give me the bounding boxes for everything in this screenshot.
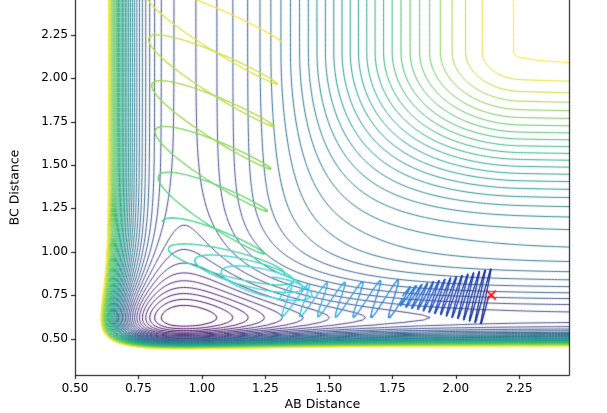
y-tick-label: 2.00 (41, 70, 68, 85)
x-tick-label: 2.00 (442, 381, 470, 395)
x-tick-label: 1.75 (378, 381, 406, 395)
y-axis-title: BC Distance (6, 149, 22, 226)
x-tick-label: 0.50 (61, 381, 89, 395)
x-tick-label: 0.75 (125, 381, 152, 395)
y-tick-label: 0.75 (41, 287, 68, 302)
y-tick-label: 1.50 (41, 156, 68, 171)
y-tick-label: 1.25 (41, 200, 68, 215)
x-axis-title: AB Distance (284, 396, 361, 411)
x-tick-label: 1.25 (252, 381, 279, 395)
x-tick-label: 1.50 (315, 381, 343, 395)
x-tick-label: 2.25 (505, 381, 533, 395)
y-tick-label: 1.00 (41, 243, 68, 258)
x-tick-label: 1.00 (188, 381, 216, 395)
y-tick-label: 2.25 (41, 26, 68, 41)
y-tick-label: 1.75 (41, 113, 68, 128)
y-tick-label: 0.50 (41, 330, 68, 345)
